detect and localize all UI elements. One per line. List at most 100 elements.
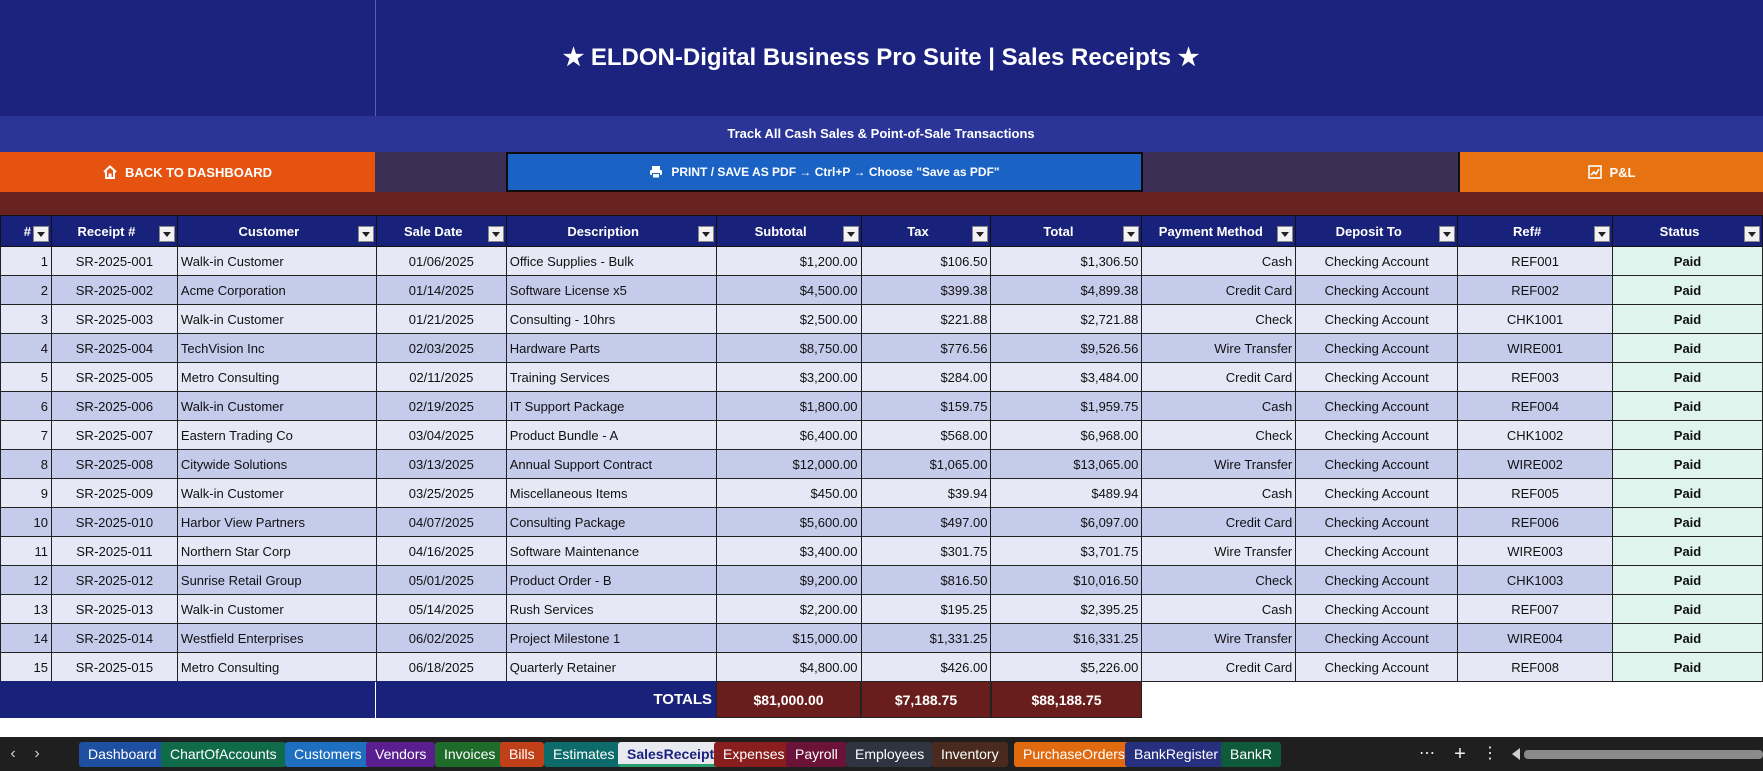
customer-name[interactable]: Walk-in Customer: [176, 304, 377, 334]
sale-date[interactable]: 05/01/2025: [375, 565, 507, 595]
status-badge[interactable]: Paid: [1612, 304, 1763, 334]
total-cell[interactable]: $1,306.50: [990, 246, 1143, 276]
ref-number[interactable]: REF005: [1457, 478, 1614, 508]
total-cell[interactable]: $3,484.00: [990, 362, 1143, 392]
description[interactable]: Rush Services: [505, 594, 717, 624]
tax-cell[interactable]: $399.38: [860, 275, 992, 305]
total-cell[interactable]: $5,226.00: [990, 652, 1143, 682]
payment-method[interactable]: Cash: [1141, 391, 1297, 421]
subtotal-cell[interactable]: $4,500.00: [715, 275, 862, 305]
customer-name[interactable]: Acme Corporation: [176, 275, 377, 305]
sale-date[interactable]: 06/18/2025: [375, 652, 507, 682]
sheet-tab-bankr[interactable]: BankR: [1221, 742, 1282, 767]
subtotal-cell[interactable]: $15,000.00: [715, 623, 862, 653]
filter-dropdown-icon[interactable]: [842, 226, 859, 242]
receipt-number[interactable]: SR-2025-008: [50, 449, 178, 479]
sheet-tab-invoices[interactable]: Invoices: [435, 742, 505, 767]
col-header-description[interactable]: Description: [505, 215, 717, 247]
status-badge[interactable]: Paid: [1612, 246, 1763, 276]
payment-method[interactable]: Wire Transfer: [1141, 623, 1297, 653]
sale-date[interactable]: 04/16/2025: [375, 536, 507, 566]
ref-number[interactable]: CHK1001: [1457, 304, 1614, 334]
sheet-tab-expenses[interactable]: Expenses: [714, 742, 794, 767]
subtotal-cell[interactable]: $1,800.00: [715, 391, 862, 421]
deposit-to[interactable]: Checking Account: [1295, 246, 1459, 276]
ref-number[interactable]: REF008: [1457, 652, 1614, 682]
status-badge[interactable]: Paid: [1612, 478, 1763, 508]
col-header-payment-method[interactable]: Payment Method: [1141, 215, 1297, 247]
payment-method[interactable]: Check: [1141, 304, 1297, 334]
tax-cell[interactable]: $568.00: [860, 420, 992, 450]
tax-cell[interactable]: $159.75: [860, 391, 992, 421]
add-sheet-icon[interactable]: +: [1454, 743, 1466, 765]
status-badge[interactable]: Paid: [1612, 333, 1763, 363]
sheet-tab-bankregister[interactable]: BankRegister: [1125, 742, 1228, 767]
row-number[interactable]: 1: [0, 246, 52, 276]
sale-date[interactable]: 04/07/2025: [375, 507, 507, 537]
tax-cell[interactable]: $284.00: [860, 362, 992, 392]
tax-cell[interactable]: $776.56: [860, 333, 992, 363]
payment-method[interactable]: Check: [1141, 420, 1297, 450]
deposit-to[interactable]: Checking Account: [1295, 449, 1459, 479]
description[interactable]: Software Maintenance: [505, 536, 717, 566]
sale-date[interactable]: 05/14/2025: [375, 594, 507, 624]
tax-cell[interactable]: $426.00: [860, 652, 992, 682]
customer-name[interactable]: Walk-in Customer: [176, 594, 377, 624]
sheet-tab-chartofaccounts[interactable]: ChartOfAccounts: [161, 742, 286, 767]
total-cell[interactable]: $2,721.88: [990, 304, 1143, 334]
customer-name[interactable]: Eastern Trading Co: [176, 420, 377, 450]
description[interactable]: Product Order - B: [505, 565, 717, 595]
col-header-number[interactable]: #: [0, 215, 52, 247]
col-header-deposit-to[interactable]: Deposit To: [1295, 215, 1459, 247]
customer-name[interactable]: Northern Star Corp: [176, 536, 377, 566]
customer-name[interactable]: Westfield Enterprises: [176, 623, 377, 653]
row-number[interactable]: 14: [0, 623, 52, 653]
subtotal-cell[interactable]: $9,200.00: [715, 565, 862, 595]
status-badge[interactable]: Paid: [1612, 275, 1763, 305]
filter-dropdown-icon[interactable]: [972, 226, 989, 242]
payment-method[interactable]: Wire Transfer: [1141, 333, 1297, 363]
sheet-tab-purchaseorders[interactable]: PurchaseOrders: [1014, 742, 1134, 767]
total-cell[interactable]: $9,526.56: [990, 333, 1143, 363]
col-header-customer[interactable]: Customer: [176, 215, 377, 247]
tax-cell[interactable]: $221.88: [860, 304, 992, 334]
sheet-tab-bills[interactable]: Bills: [500, 742, 544, 767]
ref-number[interactable]: CHK1002: [1457, 420, 1614, 450]
description[interactable]: Office Supplies - Bulk: [505, 246, 717, 276]
col-header-total[interactable]: Total: [990, 215, 1143, 247]
receipt-number[interactable]: SR-2025-001: [50, 246, 178, 276]
subtotal-cell[interactable]: $1,200.00: [715, 246, 862, 276]
subtotal-cell[interactable]: $2,200.00: [715, 594, 862, 624]
filter-dropdown-icon[interactable]: [158, 226, 175, 242]
description[interactable]: Miscellaneous Items: [505, 478, 717, 508]
deposit-to[interactable]: Checking Account: [1295, 391, 1459, 421]
totals-subtotal[interactable]: $81,000.00: [716, 681, 861, 718]
receipt-number[interactable]: SR-2025-009: [50, 478, 178, 508]
print-save-pdf-button[interactable]: PRINT / SAVE AS PDF → Ctrl+P → Choose "S…: [506, 152, 1143, 192]
total-cell[interactable]: $1,959.75: [990, 391, 1143, 421]
col-header-ref[interactable]: Ref#: [1457, 215, 1614, 247]
filter-dropdown-icon[interactable]: [1277, 226, 1294, 242]
ref-number[interactable]: WIRE003: [1457, 536, 1614, 566]
status-badge[interactable]: Paid: [1612, 565, 1763, 595]
row-number[interactable]: 11: [0, 536, 52, 566]
sale-date[interactable]: 06/02/2025: [375, 623, 507, 653]
filter-dropdown-icon[interactable]: [697, 226, 714, 242]
sheet-tab-customers[interactable]: Customers: [285, 742, 371, 767]
total-cell[interactable]: $6,968.00: [990, 420, 1143, 450]
row-number[interactable]: 7: [0, 420, 52, 450]
sheet-tab-estimates[interactable]: Estimates: [544, 742, 624, 767]
sale-date[interactable]: 02/19/2025: [375, 391, 507, 421]
row-number[interactable]: 8: [0, 449, 52, 479]
sheet-tab-employees[interactable]: Employees: [846, 742, 934, 767]
payment-method[interactable]: Credit Card: [1141, 507, 1297, 537]
filter-dropdown-icon[interactable]: [1744, 226, 1760, 242]
receipt-number[interactable]: SR-2025-006: [50, 391, 178, 421]
total-cell[interactable]: $13,065.00: [990, 449, 1143, 479]
status-badge[interactable]: Paid: [1612, 449, 1763, 479]
subtotal-cell[interactable]: $12,000.00: [715, 449, 862, 479]
total-cell[interactable]: $6,097.00: [990, 507, 1143, 537]
row-number[interactable]: 15: [0, 652, 52, 682]
customer-name[interactable]: Walk-in Customer: [176, 391, 377, 421]
row-number[interactable]: 12: [0, 565, 52, 595]
